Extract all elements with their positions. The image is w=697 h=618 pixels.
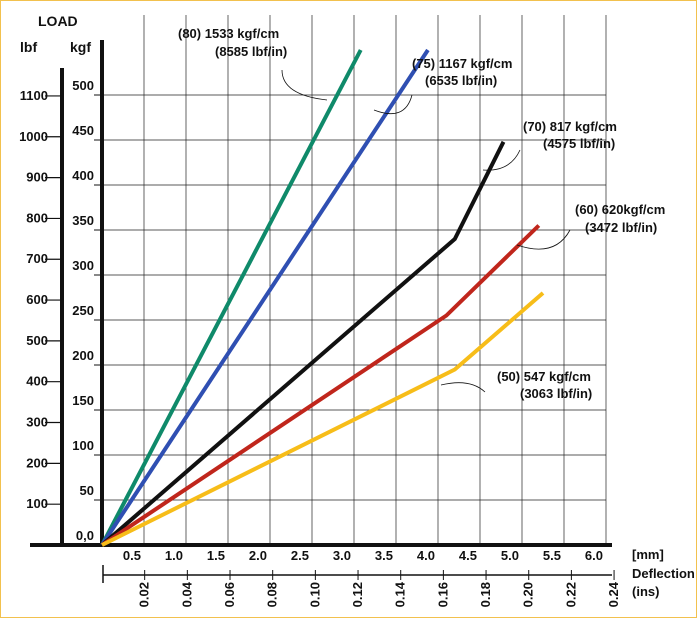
kgf-tick-label-4: 200	[72, 348, 94, 363]
kgf-tick-label-0: 0,0	[76, 528, 94, 543]
mm-tick-label-1: 1.0	[165, 548, 183, 563]
mm-tick-label-9: 5.0	[501, 548, 519, 563]
in-tick-label-2: 0.06	[222, 582, 237, 607]
in-tick-label-11: 0.24	[606, 581, 621, 607]
leader-s80	[281, 69, 328, 101]
kgf-tick-label-9: 450	[72, 123, 94, 138]
in-tick-label-10: 0.22	[563, 582, 578, 607]
mm-tick-label-8: 4.5	[459, 548, 477, 563]
annotation-s70-line2: (4575 lbf/in)	[543, 136, 615, 151]
mm-tick-label-7: 4.0	[417, 548, 435, 563]
lbf-tick-label-6: 700	[26, 251, 48, 266]
tick-labels: 0,0 50 100 150 200 250 300 350 400 450 500 100 200 30…	[19, 78, 621, 607]
mm-tick-label-2: 1.5	[207, 548, 225, 563]
kgf-tick-label-5: 250	[72, 303, 94, 318]
kgf-tick-label-7: 350	[72, 213, 94, 228]
series-annotations: (80) 1533 kgf/cm (8585 lbf/in) (75) 1167…	[178, 26, 665, 401]
in-tick-label-9: 0.20	[521, 582, 536, 607]
leader-s60	[516, 229, 571, 250]
kgf-tick-label-10: 500	[72, 78, 94, 93]
kgf-tick-label-8: 400	[72, 168, 94, 183]
kgf-tick-label-2: 100	[72, 438, 94, 453]
lbf-tick-label-10: 1100	[20, 88, 48, 103]
annotation-s50-line2: (3063 lbf/in)	[520, 386, 592, 401]
lbf-tick-label-9: 1000	[19, 129, 48, 144]
leader-s50	[440, 382, 486, 393]
annotation-s80-line1: (80) 1533 kgf/cm	[178, 26, 279, 41]
chart-title: LOAD	[38, 13, 78, 29]
lbf-tick-label-2: 300	[26, 415, 48, 430]
in-tick-label-3: 0.08	[265, 582, 280, 607]
series-line-s50	[101, 291, 545, 547]
axis-headers: LOAD lbf kgf [mm] Deflection (ins)	[20, 13, 695, 599]
lbf-tick-label-8: 900	[26, 170, 48, 185]
lbf-tick-label-4: 500	[26, 333, 48, 348]
lbf-tick-label-5: 600	[26, 292, 48, 307]
in-tick-label-4: 0.10	[307, 582, 322, 607]
in-tick-label-0: 0.02	[137, 582, 152, 607]
kgf-tick-label-3: 150	[72, 393, 94, 408]
leader-s75	[373, 94, 413, 114]
lbf-tick-label-7: 800	[26, 210, 48, 225]
mm-tick-label-3: 2.0	[249, 548, 267, 563]
annotation-s70-line1: (70) 817 kgf/cm	[523, 119, 617, 134]
x-axis-label: Deflection	[632, 566, 695, 581]
annotation-s50-line1: (50) 547 kgf/cm	[497, 369, 591, 384]
mm-tick-label-6: 3.5	[375, 548, 393, 563]
series-line-s80	[100, 49, 363, 546]
kgf-tick-label-6: 300	[72, 258, 94, 273]
annotation-s80-line2: (8585 lbf/in)	[215, 44, 287, 59]
series-line-s60	[100, 224, 541, 547]
mm-tick-label-10: 5.5	[543, 548, 561, 563]
series-line-s75	[100, 48, 430, 547]
in-tick-label-6: 0.14	[393, 581, 408, 607]
lbf-tick-label-1: 200	[26, 455, 48, 470]
series-lines	[100, 48, 545, 547]
mm-tick-label-11: 6.0	[585, 548, 603, 563]
grid	[102, 15, 607, 545]
series-line-s70	[100, 140, 506, 547]
mm-tick-label-5: 3.0	[333, 548, 351, 563]
annotation-s75-line1: (75) 1167 kgf/cm	[412, 56, 512, 71]
mm-tick-label-0: 0.5	[123, 548, 141, 563]
x-unit-label: [mm]	[632, 547, 664, 562]
in-tick-label-1: 0.04	[179, 581, 194, 607]
lbf-tick-label-0: 100	[26, 496, 48, 511]
y-left-label: lbf	[20, 39, 37, 55]
in-tick-label-7: 0.16	[435, 582, 450, 607]
leader-s70	[482, 149, 521, 171]
y-right-label: kgf	[70, 39, 91, 55]
x-secondary-unit-label: (ins)	[632, 584, 659, 599]
mm-tick-label-4: 2.5	[291, 548, 309, 563]
in-tick-label-8: 0.18	[478, 582, 493, 607]
in-tick-label-5: 0.12	[350, 582, 365, 607]
lbf-tick-label-3: 400	[26, 374, 48, 389]
annotation-s75-line2: (6535 lbf/in)	[425, 73, 497, 88]
kgf-tick-label-1: 50	[80, 483, 94, 498]
annotation-s60-line1: (60) 620kgf/cm	[575, 202, 665, 217]
annotation-s60-line2: (3472 lbf/in)	[585, 220, 657, 235]
